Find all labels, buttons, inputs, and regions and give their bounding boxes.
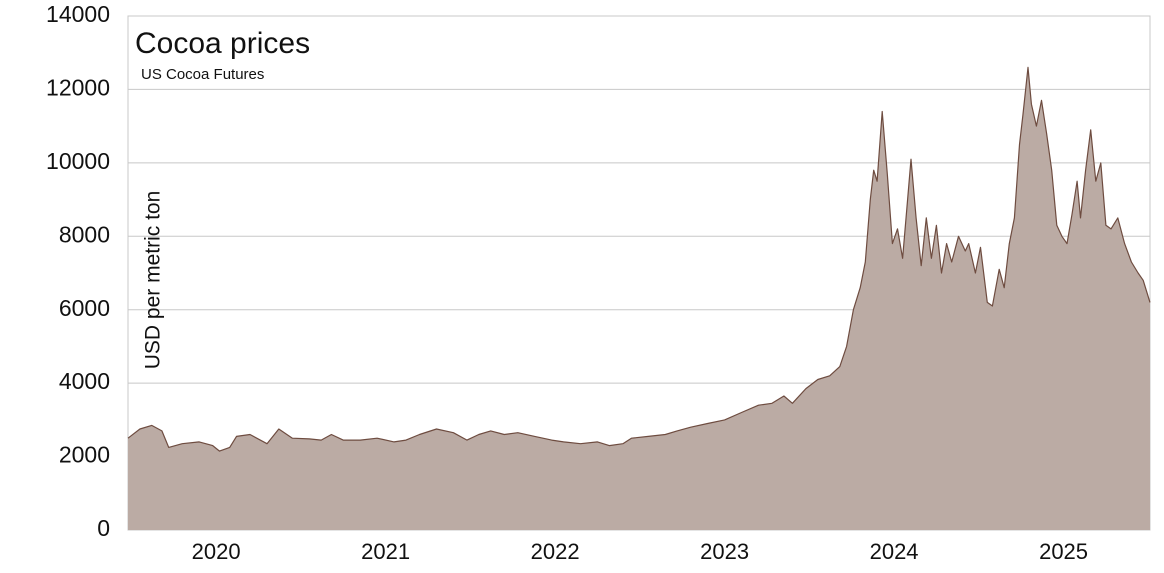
x-tick-label: 2020 — [192, 539, 241, 564]
y-tick-label: 10000 — [46, 148, 110, 174]
price-line — [127, 66, 1151, 452]
area-fill — [128, 67, 1150, 531]
x-tick-label: 2024 — [870, 539, 919, 564]
x-tick-label: 2022 — [531, 539, 580, 564]
x-tick-label: 2023 — [700, 539, 749, 564]
y-tick-label: 12000 — [46, 75, 110, 101]
chart-title: Cocoa prices — [135, 27, 310, 60]
y-tick-label: 2000 — [59, 442, 110, 468]
y-tick-label: 14000 — [46, 1, 110, 27]
y-axis-label: USD per metric ton — [142, 191, 165, 370]
chart-subtitle: US Cocoa Futures — [141, 66, 264, 83]
y-tick-label: 4000 — [59, 368, 110, 394]
y-tick-label: 0 — [97, 515, 110, 541]
y-tick-label: 6000 — [59, 295, 110, 321]
x-tick-label: 2025 — [1039, 539, 1088, 564]
x-tick-label: 2021 — [361, 539, 410, 564]
y-tick-label: 8000 — [59, 221, 110, 247]
